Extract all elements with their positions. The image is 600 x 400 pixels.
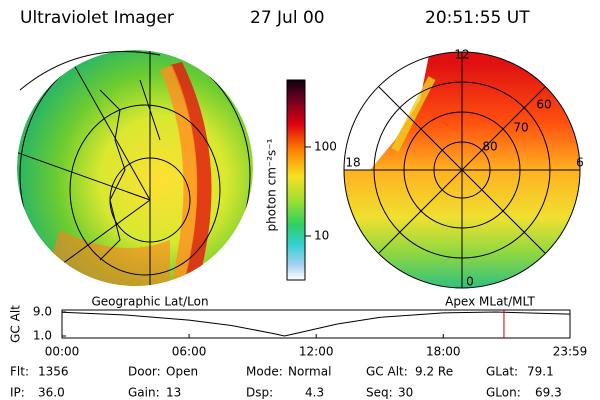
- date: 27 Jul 00: [250, 8, 325, 28]
- status-label: Seq:: [366, 386, 393, 400]
- y-axis-label: GC Alt: [9, 305, 23, 343]
- altitude-line: [61, 311, 571, 337]
- status-label: GLon:: [486, 386, 521, 400]
- mlt-label: 12: [454, 48, 469, 62]
- status-label: GC Alt:: [366, 365, 408, 379]
- status-value: 13: [166, 386, 181, 400]
- status-label: Door:: [128, 365, 161, 379]
- mlt-label: 6: [576, 156, 584, 170]
- status-value: 30: [398, 386, 413, 400]
- altitude-frame: [61, 309, 571, 339]
- mlt-label: 18: [345, 156, 360, 170]
- title: Ultraviolet Imager: [20, 8, 174, 28]
- status-value: 1356: [38, 365, 69, 379]
- status-label: Dsp:: [246, 386, 273, 400]
- y-tick-label: 9.0: [33, 305, 52, 319]
- mlat-label: 70: [513, 121, 528, 135]
- image-caption: Apex MLat/MLT: [445, 295, 535, 309]
- x-tick-label: 23:59: [553, 345, 588, 359]
- polar-image: [343, 51, 581, 289]
- status-label: Mode:: [246, 365, 283, 379]
- mlat-label: 60: [536, 98, 551, 112]
- status-label: IP:: [10, 386, 25, 400]
- colorbar-tick-label: 100: [314, 139, 337, 153]
- status-value: 79.1: [527, 365, 554, 379]
- colorbar-tick-label: 10: [314, 228, 329, 242]
- mlt-label: 0: [466, 275, 474, 289]
- time: 20:51:55 UT: [425, 8, 530, 28]
- status-value: 9.2 Re: [415, 365, 453, 379]
- x-tick-label: 12:00: [299, 345, 334, 359]
- status-value: Normal: [288, 365, 331, 379]
- geographic-image: [17, 50, 253, 286]
- status-value: 4.3: [305, 386, 324, 400]
- status-label: GLat:: [486, 365, 518, 379]
- status-value: 36.0: [38, 386, 65, 400]
- x-tick-label: 00:00: [45, 345, 80, 359]
- status-label: Gain:: [128, 386, 160, 400]
- x-tick-label: 06:00: [172, 345, 207, 359]
- status-label: Flt:: [10, 365, 29, 379]
- colorbar: [286, 79, 306, 281]
- image-caption: Geographic Lat/Lon: [91, 295, 208, 309]
- x-tick-label: 18:00: [426, 345, 461, 359]
- mlat-label: 80: [482, 140, 497, 154]
- status-value: 69.3: [535, 386, 562, 400]
- y-tick-label: 1.0: [33, 329, 52, 343]
- colorbar-label: photon cm⁻²s⁻¹: [265, 138, 279, 231]
- status-value: Open: [166, 365, 198, 379]
